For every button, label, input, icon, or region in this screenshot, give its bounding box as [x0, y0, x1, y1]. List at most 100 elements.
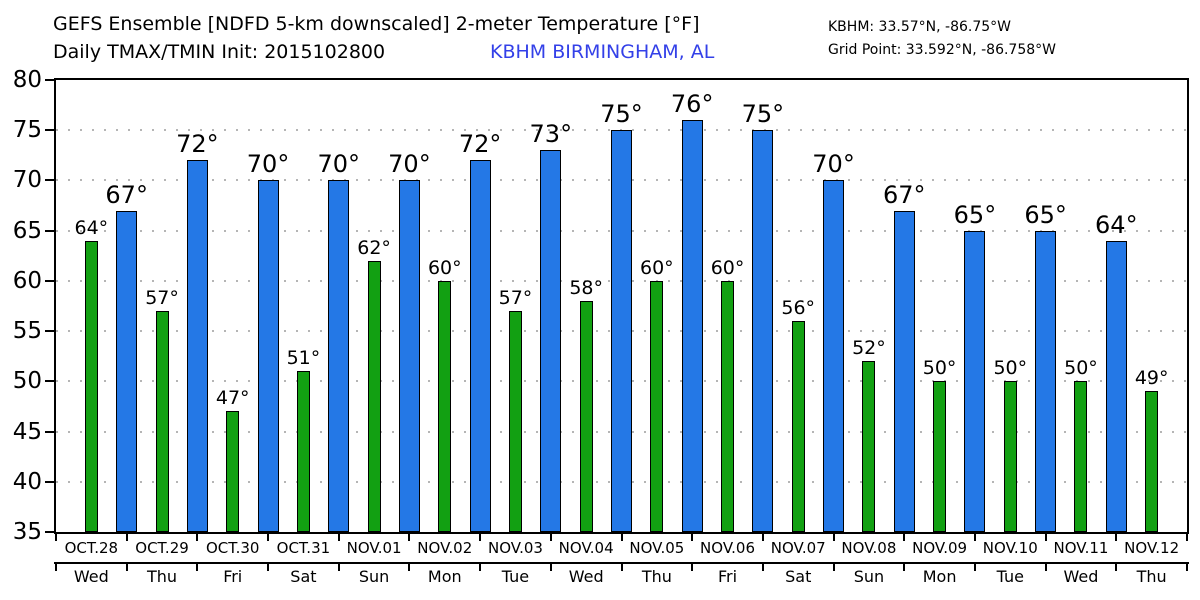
y-axis-tick	[45, 480, 54, 483]
tmax-value-label: 75°	[600, 100, 643, 129]
tmax-value-label: 67°	[105, 180, 148, 209]
y-axis-tick	[45, 531, 54, 533]
weekday-label: Thu	[1136, 567, 1167, 586]
weekday-label: Thu	[641, 567, 672, 586]
tmax-value-label: 73°	[529, 120, 573, 149]
date-label: NOV.05	[629, 539, 685, 557]
weekday-label: Thu	[147, 567, 178, 586]
y-axis-tick	[45, 430, 54, 433]
y-axis-label: 65	[12, 217, 42, 244]
gridline	[56, 129, 1187, 132]
tmin-value-label: 60°	[640, 256, 674, 279]
tmin-value-label: 50°	[993, 357, 1028, 380]
y-axis-label: 35	[12, 519, 42, 545]
weekday-axis-tick	[761, 564, 764, 571]
tmin-value-label: 51°	[286, 347, 321, 370]
weekday-label: Wed	[1063, 567, 1099, 586]
weekday-label: Mon	[922, 567, 957, 586]
date-axis-tick	[479, 534, 482, 541]
tmax-bar	[257, 180, 279, 532]
weekday-label: Mon	[427, 567, 462, 586]
tmin-bar	[579, 300, 593, 532]
y-axis-label: 40	[12, 468, 42, 495]
tmax-bar	[611, 130, 632, 532]
tmin-bar	[508, 311, 522, 532]
y-axis-tick	[45, 279, 54, 282]
date-axis-tick	[1186, 534, 1188, 541]
date-axis-tick	[549, 534, 552, 541]
weekday-label: Wed	[568, 567, 604, 586]
date-label: NOV.08	[841, 539, 897, 557]
date-label: NOV.09	[912, 539, 968, 557]
tmin-value-label: 50°	[1064, 357, 1098, 380]
weekday-label: Fri	[223, 567, 243, 586]
date-axis-tick	[196, 534, 199, 541]
weekday-label: Tue	[501, 567, 530, 586]
weekday-axis-line	[54, 562, 1189, 564]
plot-area: 64° 67° 57° 72° 47° 70° 51° 70° 62° 70° 60° 72° 57° 7…	[54, 78, 1189, 534]
tmax-bar	[1035, 230, 1057, 532]
tmax-value-label: 64°	[1095, 210, 1138, 239]
weekday-axis-tick	[620, 564, 623, 571]
weekday-axis-tick	[903, 564, 906, 571]
date-axis-tick	[55, 534, 57, 541]
tmax-bar	[1105, 240, 1127, 532]
date-label: OCT.30	[205, 539, 260, 557]
weekday-axis-tick	[832, 564, 835, 571]
date-axis-tick	[620, 534, 623, 541]
date-label: NOV.02	[417, 539, 473, 557]
weekday-axis-tick	[1115, 564, 1118, 571]
weekday-axis-tick	[55, 564, 57, 571]
weekday-label: Sat	[290, 567, 317, 586]
date-label: NOV.01	[346, 539, 402, 557]
tmin-bar	[933, 381, 947, 532]
weekday-label: Sun	[358, 567, 390, 586]
date-axis-tick	[973, 534, 976, 541]
y-axis-label: 50	[12, 368, 42, 395]
date-label: NOV.07	[770, 539, 826, 557]
weekday-label: Tue	[996, 567, 1024, 586]
date-label: OCT.28	[64, 539, 119, 557]
y-axis-label: 60	[12, 267, 42, 294]
y-axis-label: 70	[12, 167, 42, 194]
tmax-value-label: 70°	[388, 150, 431, 179]
tmin-bar	[438, 280, 452, 532]
y-axis-tick	[45, 229, 54, 232]
weekday-label: Wed	[73, 567, 109, 586]
tmin-value-label: 57°	[145, 287, 179, 310]
date-axis-tick	[1115, 534, 1118, 541]
weekday-axis-tick	[1186, 564, 1188, 571]
tmax-value-label: 72°	[176, 130, 219, 159]
weekday-axis-tick	[479, 564, 482, 571]
weekday-axis-tick	[549, 564, 552, 571]
date-axis-tick	[408, 534, 411, 541]
tmin-bar	[650, 280, 664, 532]
y-axis-tick	[45, 179, 54, 182]
tmax-bar	[823, 180, 845, 532]
tmin-bar	[1003, 381, 1017, 532]
tmin-bar	[296, 371, 310, 532]
date-axis-tick	[903, 534, 906, 541]
weekday-axis-tick	[125, 564, 128, 571]
tmin-bar	[226, 411, 240, 532]
y-axis-label: 45	[12, 418, 42, 445]
tmin-bar	[155, 311, 169, 532]
station-coordinates: KBHM: 33.57°N, -86.75°W	[828, 19, 1011, 35]
date-axis-tick	[761, 534, 764, 541]
date-axis-tick	[125, 534, 128, 541]
station-name: KBHM BIRMINGHAM, AL	[490, 41, 715, 63]
tmin-bar	[84, 240, 98, 532]
page-title: GEFS Ensemble [NDFD 5-km downscaled] 2-m…	[53, 13, 700, 35]
tmin-bar	[721, 280, 735, 532]
y-axis-tick	[45, 330, 54, 333]
tmax-bar	[964, 230, 986, 532]
tmax-value-label: 70°	[246, 150, 290, 179]
date-axis-tick	[267, 534, 270, 541]
tmax-value-label: 72°	[458, 130, 502, 159]
y-axis-label: 75	[12, 117, 42, 144]
tmax-bar	[469, 160, 491, 532]
date-axis-tick	[1044, 534, 1047, 541]
y-axis-label: 80	[12, 67, 42, 93]
date-label: OCT.31	[276, 539, 331, 557]
tmax-bar	[186, 160, 208, 532]
